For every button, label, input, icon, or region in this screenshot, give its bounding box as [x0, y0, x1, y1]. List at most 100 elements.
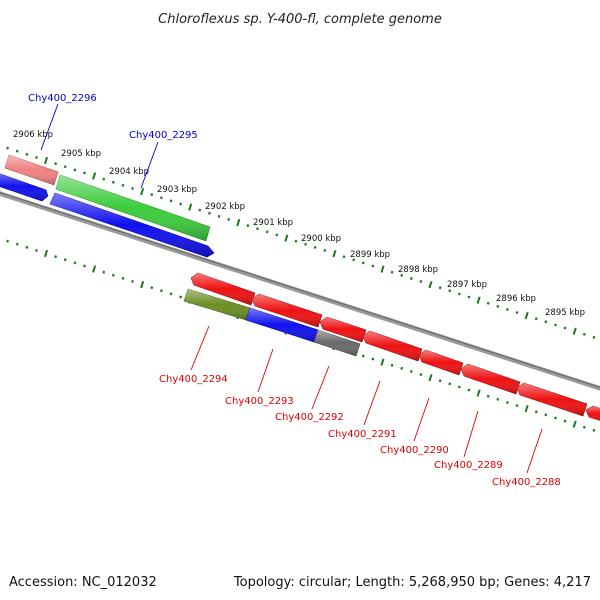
minor-tick	[554, 416, 557, 420]
minor-tick	[121, 276, 125, 280]
gene-label-chy400-2293[interactable]: Chy400_2293	[225, 396, 294, 407]
minor-tick	[169, 292, 173, 296]
minor-tick	[217, 214, 221, 218]
minor-tick	[534, 317, 538, 321]
major-tick	[476, 296, 481, 304]
minor-tick	[323, 249, 327, 252]
gene-label-chy400-2288[interactable]: Chy400_2288	[492, 477, 561, 488]
major-tick	[92, 265, 97, 273]
minor-tick	[467, 295, 471, 299]
gene-label-chy400-2289[interactable]: Chy400_2289	[434, 460, 503, 471]
major-tick	[44, 156, 49, 165]
gene-label-chy400-2295[interactable]: Chy400_2295	[129, 130, 198, 141]
tick-label: 2899 kbp	[350, 250, 390, 260]
tick-label: 2898 kbp	[398, 265, 438, 275]
minor-tick	[400, 273, 404, 277]
minor-tick	[102, 177, 106, 181]
minor-tick	[121, 183, 125, 187]
tick-label: 2903 kbp	[157, 185, 197, 195]
minor-tick	[486, 394, 490, 398]
tick-label: 2902 kbp	[205, 202, 245, 212]
major-tick	[140, 187, 145, 196]
minor-tick	[304, 242, 307, 246]
minor-tick	[448, 382, 452, 386]
minor-tick	[131, 279, 134, 283]
major-tick	[524, 405, 529, 413]
minor-tick	[496, 397, 500, 401]
minor-tick	[111, 273, 115, 277]
minor-tick	[592, 335, 596, 339]
accession-text: Accession: NC_012032	[9, 575, 157, 590]
gene-label-chy400-2292[interactable]: Chy400_2292	[275, 412, 344, 423]
minor-tick	[371, 357, 375, 361]
major-tick	[524, 312, 529, 320]
minor-tick	[6, 239, 10, 243]
minor-tick	[54, 255, 58, 259]
minor-tick	[102, 270, 106, 274]
minor-tick	[208, 211, 211, 215]
minor-tick	[515, 311, 519, 315]
minor-tick	[400, 366, 404, 370]
minor-tick	[265, 230, 269, 234]
minor-tick	[582, 332, 586, 336]
minor-tick	[554, 323, 557, 327]
gene-label-chy400-2296[interactable]: Chy400_2296	[28, 93, 97, 104]
tick-label: 2900 kbp	[301, 234, 341, 244]
minor-tick	[63, 258, 67, 262]
minor-tick	[198, 208, 202, 212]
reverse-strand-features	[183, 272, 600, 421]
tick-label: 2905 kbp	[61, 149, 101, 159]
minor-tick	[582, 425, 586, 429]
tick-label: 2895 kbp	[545, 308, 585, 318]
minor-tick	[457, 385, 461, 389]
minor-tick	[563, 326, 567, 330]
minor-tick	[159, 196, 163, 200]
minor-tick	[361, 261, 365, 265]
gene-label-chy400-2290[interactable]: Chy400_2290	[380, 445, 449, 456]
minor-tick	[25, 245, 29, 249]
genome-summary-text: Topology: circular; Length: 5,268,950 bp…	[233, 575, 591, 590]
minor-tick	[419, 280, 423, 284]
minor-tick	[179, 202, 183, 206]
minor-tick	[169, 199, 173, 203]
minor-tick	[438, 379, 442, 383]
major-tick	[572, 327, 577, 335]
minor-tick	[390, 363, 394, 367]
gene-label-chy400-2294[interactable]: Chy400_2294	[159, 374, 228, 385]
tick-label: 2906 kbp	[13, 130, 53, 140]
forward-gene-labels: Chy400_2296 Chy400_2295	[28, 93, 198, 189]
minor-tick	[505, 307, 509, 311]
minor-tick	[131, 186, 134, 190]
tick-label: 2897 kbp	[447, 280, 487, 290]
genome-backbone	[0, 191, 600, 391]
minor-tick	[63, 165, 67, 169]
minor-tick	[409, 276, 413, 280]
minor-tick	[73, 261, 77, 265]
major-tick	[332, 249, 337, 258]
minor-tick	[256, 227, 259, 231]
minor-tick	[486, 301, 490, 305]
minor-tick	[54, 162, 58, 166]
minor-tick	[313, 245, 317, 249]
forward-strand-features	[0, 154, 215, 258]
gene-label-chy400-2291[interactable]: Chy400_2291	[328, 429, 397, 440]
major-tick	[44, 249, 49, 258]
reverse-gene-labels: Chy400_2294 Chy400_2293 Chy400_2292 Chy4…	[159, 325, 561, 488]
minor-tick	[150, 286, 154, 290]
tick-label: 2901 kbp	[253, 218, 293, 228]
minor-tick	[15, 149, 19, 153]
minor-tick	[361, 354, 365, 358]
minor-tick	[467, 388, 471, 392]
minor-tick	[390, 270, 394, 274]
minor-tick	[563, 419, 567, 423]
map-title: Chloroflexus sp. Y-400-fl, complete geno…	[158, 12, 442, 27]
minor-tick	[352, 258, 356, 262]
minor-tick	[592, 428, 596, 432]
minor-tick	[83, 171, 86, 175]
minor-tick	[35, 155, 38, 159]
tick-label: 2896 kbp	[496, 294, 536, 304]
major-tick	[572, 420, 577, 428]
minor-tick	[73, 168, 77, 172]
minor-tick	[371, 264, 375, 268]
